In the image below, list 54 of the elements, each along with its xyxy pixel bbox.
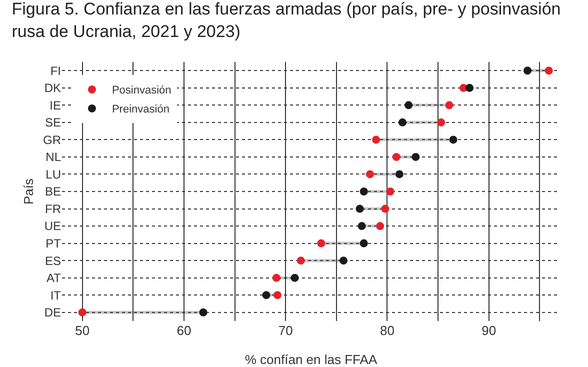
point [356, 204, 364, 213]
point [366, 170, 374, 178]
y-tick-label: DK [44, 81, 61, 96]
point [290, 274, 299, 282]
point [395, 170, 404, 178]
point [372, 136, 380, 144]
y-tick-label: FR [45, 202, 62, 216]
legend-label: Posinvasión [112, 84, 172, 97]
y-tick-label: DE [44, 306, 61, 320]
point [340, 256, 348, 265]
point [392, 152, 400, 161]
y-tick-label: ES [44, 254, 61, 268]
x-axis-title: % confían en las FFAA [244, 352, 378, 367]
point [360, 239, 368, 248]
point [358, 222, 366, 230]
point [412, 152, 420, 161]
y-tick-label: IT [50, 288, 62, 302]
y-tick-label: SE [44, 116, 61, 130]
y-tick-label: NL [46, 150, 62, 164]
point [449, 136, 458, 144]
y-tick-label: BE [44, 184, 61, 199]
point [376, 222, 384, 230]
point [296, 256, 305, 265]
y-tick-label: LU [46, 167, 61, 182]
chart-title: Figura 5. Confianza en las fuerzas armadas (por país, pre- y posinvasión rusa de Ucrania, 2021 y 2023) [12, 0, 561, 41]
point [445, 101, 454, 110]
point [466, 84, 474, 92]
point [386, 188, 394, 196]
point [437, 118, 446, 126]
point [262, 291, 270, 300]
y-tick-label: PT [46, 236, 62, 250]
point [78, 308, 86, 316]
y-tick-label: FI [50, 64, 61, 78]
y-tick-label: GR [43, 132, 62, 147]
y-axis-title: País [20, 178, 36, 205]
point [360, 188, 368, 196]
point [398, 118, 406, 126]
point [523, 66, 532, 75]
x-tick-label: 60 [176, 323, 192, 338]
point [317, 239, 326, 248]
point [381, 204, 390, 213]
point [199, 308, 208, 316]
point [404, 101, 413, 110]
y-tick-label: UE [44, 219, 61, 234]
point [273, 291, 282, 300]
x-tick-label: 50 [75, 323, 90, 338]
x-tick-label: 70 [278, 323, 293, 338]
y-tick-label: IE [50, 98, 61, 112]
legend-label: Preinvasión [112, 104, 170, 116]
x-tick-label: 80 [380, 323, 394, 338]
y-tick-label: AT [46, 271, 62, 286]
point [544, 66, 553, 75]
point [272, 274, 280, 282]
x-tick-label: 90 [482, 323, 496, 338]
